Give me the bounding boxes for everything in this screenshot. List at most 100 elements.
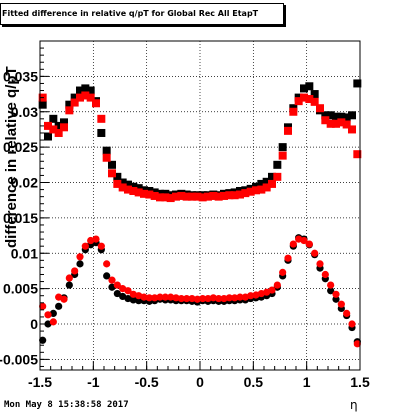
- circle-marker: [76, 253, 84, 261]
- circle-marker: [215, 294, 223, 303]
- square-marker: [268, 172, 276, 181]
- square-marker: [108, 169, 116, 178]
- square-marker: [76, 86, 84, 95]
- circle-marker: [108, 276, 116, 284]
- square-marker: [204, 192, 212, 201]
- square-marker: [129, 186, 138, 195]
- square-marker: [118, 183, 127, 192]
- circle-marker: [177, 294, 185, 303]
- circle-marker: [225, 294, 233, 302]
- grid: [40, 41, 360, 370]
- square-marker: [262, 183, 271, 192]
- data-markers: [38, 79, 362, 348]
- circle-marker: [305, 240, 313, 248]
- square-marker: [76, 93, 84, 102]
- square-marker: [342, 113, 351, 122]
- square-marker: [353, 79, 362, 88]
- x-tick-label: 1.5: [350, 374, 370, 390]
- circle-marker: [151, 294, 159, 302]
- square-marker: [118, 178, 127, 187]
- square-marker: [300, 84, 308, 93]
- circle-marker: [103, 260, 111, 268]
- square-marker: [134, 188, 143, 197]
- y-tick-label: 0.035: [3, 68, 38, 84]
- square-marker: [140, 189, 148, 198]
- circle-marker: [204, 294, 212, 303]
- square-marker: [289, 107, 298, 116]
- square-marker: [54, 121, 63, 130]
- circle-marker: [65, 274, 73, 282]
- circle-marker: [113, 289, 121, 298]
- y-tick-label: 0.02: [11, 175, 38, 191]
- circle-marker: [124, 287, 132, 295]
- circle-marker: [49, 318, 57, 326]
- circle-marker: [113, 281, 121, 289]
- circle-marker: [199, 294, 207, 303]
- circle-marker: [220, 294, 228, 303]
- square-marker: [86, 93, 95, 102]
- square-marker: [257, 185, 266, 194]
- square-marker: [332, 119, 340, 128]
- y-tick-label: 0.005: [3, 281, 38, 297]
- square-marker: [278, 151, 287, 160]
- circle-marker: [161, 293, 169, 301]
- circle-marker: [311, 249, 319, 257]
- x-tick-label: 0: [196, 374, 204, 390]
- circle-marker: [135, 297, 143, 305]
- square-marker: [70, 93, 79, 102]
- square-marker: [252, 186, 260, 195]
- circle-marker: [343, 309, 351, 317]
- circle-marker: [247, 292, 255, 300]
- square-marker: [44, 132, 52, 141]
- circle-marker: [97, 242, 105, 250]
- square-marker: [81, 91, 90, 100]
- square-marker: [310, 90, 319, 99]
- square-marker: [348, 125, 356, 134]
- square-marker: [273, 172, 282, 181]
- square-marker: [342, 120, 351, 129]
- circle-marker: [145, 294, 153, 302]
- circle-marker: [209, 294, 217, 302]
- square-marker: [102, 146, 111, 155]
- square-marker: [262, 177, 271, 186]
- square-marker: [241, 189, 250, 198]
- circle-marker: [81, 242, 89, 250]
- square-marker: [316, 104, 324, 113]
- x-tick-label: -1.5: [28, 374, 52, 390]
- square-marker: [124, 185, 132, 194]
- circle-marker: [231, 294, 239, 302]
- circle-marker: [44, 311, 52, 319]
- square-marker: [225, 191, 234, 200]
- y-tick-label: 0.01: [11, 245, 38, 261]
- x-tick-label: -1: [87, 374, 100, 390]
- square-marker: [49, 125, 58, 134]
- circle-marker: [193, 295, 201, 303]
- square-marker: [268, 179, 276, 188]
- square-marker: [70, 98, 79, 107]
- square-marker: [188, 192, 196, 201]
- square-marker: [273, 160, 282, 169]
- x-tick-label: -0.5: [135, 374, 159, 390]
- square-marker: [321, 116, 330, 125]
- circle-marker: [103, 272, 111, 280]
- square-marker: [337, 112, 346, 121]
- circle-marker: [337, 300, 345, 308]
- square-marker: [81, 84, 90, 93]
- circle-marker: [279, 268, 287, 276]
- square-marker: [305, 82, 314, 91]
- square-marker: [150, 191, 159, 200]
- square-marker: [209, 191, 218, 200]
- square-marker: [113, 179, 122, 188]
- square-marker: [326, 119, 335, 128]
- circle-marker: [289, 240, 297, 248]
- axes: -1.5 -1 -0.5 0 0.5 1 1.5 -0.005 0 0.005 0.01 0.015 0…: [0, 47, 370, 390]
- square-marker: [310, 97, 319, 106]
- square-marker: [129, 182, 138, 191]
- square-marker: [300, 93, 308, 102]
- square-marker: [353, 150, 362, 159]
- y-tick-label: 0.015: [3, 210, 38, 226]
- square-marker: [166, 194, 175, 203]
- square-marker: [156, 193, 164, 202]
- square-marker: [145, 190, 154, 199]
